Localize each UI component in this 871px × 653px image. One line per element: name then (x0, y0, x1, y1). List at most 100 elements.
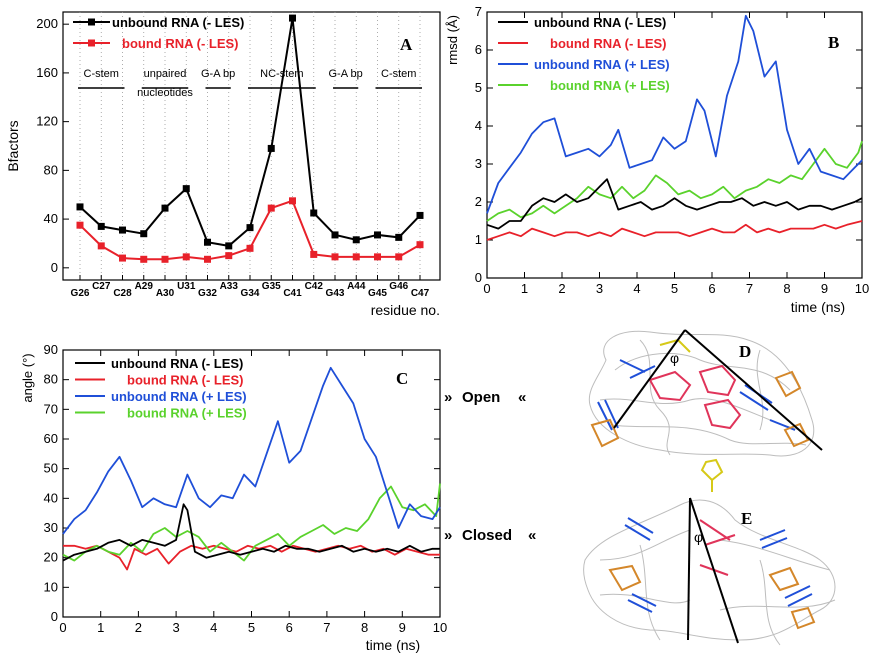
legend-label: unbound RNA (+ LES) (111, 389, 247, 404)
data-point (97, 222, 105, 230)
y-tick-label: 30 (44, 520, 58, 535)
x-tick-label: G46 (389, 281, 408, 292)
y-tick-label: 4 (475, 118, 482, 133)
x-tick-label: U31 (177, 281, 196, 292)
x-tick-label: A30 (156, 288, 175, 299)
y-tick-label: 6 (475, 42, 482, 57)
annotation-label: G-A bp (201, 68, 235, 80)
x-tick-label: G35 (262, 281, 281, 292)
open-arrow-right: « (518, 389, 526, 406)
annotation-label: G-A bp (329, 68, 363, 80)
x-tick-label: A29 (135, 281, 154, 292)
x-tick-label: 8 (361, 620, 368, 635)
y-tick-label: 160 (36, 65, 58, 80)
legend-marker (88, 39, 95, 47)
structure-d-open: φ D (588, 329, 823, 457)
x-axis-label: time (ns) (366, 637, 420, 653)
x-tick-label: A44 (347, 281, 366, 292)
data-point (225, 242, 233, 250)
y-tick-label: 20 (44, 550, 58, 565)
x-tick-label: 3 (596, 281, 603, 296)
series-line-3 (486, 140, 863, 222)
data-point (204, 255, 211, 263)
data-point (76, 221, 84, 229)
series-line-0 (486, 178, 863, 230)
series-line-2 (486, 14, 863, 214)
panel-b-rmsd-chart: 0 1 2 3 4 5 6 7 8 9 10 0 1 2 3 4 5 6 7 rmsd (Å) time (ns) unb… (445, 4, 869, 315)
x-axis-label: time (ns) (791, 299, 845, 315)
data-point (76, 203, 84, 211)
x-tick-label: G43 (326, 288, 345, 299)
data-point (246, 244, 254, 252)
y-tick-label: 10 (44, 579, 58, 594)
axes-frame (486, 11, 863, 279)
data-point (267, 144, 275, 152)
data-point (161, 255, 169, 263)
x-tick-label: 10 (433, 620, 447, 635)
legend-label: unbound RNA (- LES) (112, 15, 244, 30)
panel-label-b: B (828, 33, 839, 52)
y-axis-label: rmsd (Å) (445, 15, 460, 65)
x-tick-label: 4 (210, 620, 217, 635)
y-tick-label: 0 (51, 609, 58, 624)
data-point (416, 241, 424, 249)
y-tick-label: 3 (475, 156, 482, 171)
panel-label-e: E (741, 509, 752, 528)
x-tick-label: A33 (220, 281, 239, 292)
data-point (331, 231, 339, 239)
x-tick-label: 10 (855, 281, 869, 296)
x-tick-label: 5 (671, 281, 678, 296)
angle-symbol-d: φ (670, 350, 679, 366)
annotation-label: C-stem (381, 68, 416, 80)
y-tick-label: 7 (475, 4, 482, 19)
data-point (352, 236, 360, 244)
angle-line-e-left (687, 497, 691, 641)
x-tick-label: G34 (241, 288, 260, 299)
panel-label-c: C (396, 369, 408, 388)
y-tick-label: 40 (44, 490, 58, 505)
closed-arrow-left: » (444, 527, 452, 544)
panel-label-a: A (400, 35, 413, 54)
series-line-1 (486, 220, 863, 241)
legend-label: bound RNA (+ LES) (550, 78, 670, 93)
closed-label: Closed (462, 527, 512, 544)
x-tick-label: 2 (135, 620, 142, 635)
angle-symbol-e: φ (694, 529, 703, 545)
x-tick-label: 0 (59, 620, 66, 635)
series-line-2 (62, 366, 441, 535)
data-point (225, 252, 233, 260)
closed-marker: » Closed « (444, 527, 536, 544)
y-tick-label: 40 (44, 211, 58, 226)
panel-a-bfactor-chart: G26C27C28A29A30U31G32A33G34G35C41C42G43A… (5, 11, 441, 318)
open-marker: » Open « (444, 389, 526, 406)
data-point (267, 204, 275, 212)
y-tick-label: 80 (44, 372, 58, 387)
x-tick-label: 6 (708, 281, 715, 296)
structure-e-closed: φ E (583, 458, 836, 646)
data-point (140, 255, 148, 263)
annotation-label: unpaired (144, 68, 187, 80)
legend-marker (88, 18, 95, 26)
data-point (395, 253, 403, 261)
closed-arrow-right: « (528, 527, 536, 544)
y-tick-label: 120 (36, 114, 58, 129)
annotation-label: NC-stem (260, 68, 303, 80)
y-tick-label: 80 (44, 162, 58, 177)
data-point (395, 233, 403, 241)
legend-label: bound RNA (- LES) (550, 36, 667, 51)
x-tick-label: C28 (113, 288, 132, 299)
y-axis-label: Bfactors (5, 120, 21, 171)
panel-c-angle-chart: 0 1 2 3 4 5 6 7 8 9 10 0 10 20 30 40 50 60 70 80 90 angle (°)… (20, 342, 447, 653)
data-point (352, 253, 360, 261)
data-point (204, 238, 211, 246)
legend-label: unbound RNA (- LES) (111, 356, 243, 371)
x-tick-label: C27 (92, 281, 111, 292)
data-point (182, 185, 190, 193)
legend-label: unbound RNA (- LES) (534, 15, 666, 30)
x-tick-label: 7 (746, 281, 753, 296)
x-tick-label: 1 (97, 620, 104, 635)
data-point (161, 204, 169, 212)
data-point (416, 211, 424, 219)
x-tick-label: 2 (558, 281, 565, 296)
